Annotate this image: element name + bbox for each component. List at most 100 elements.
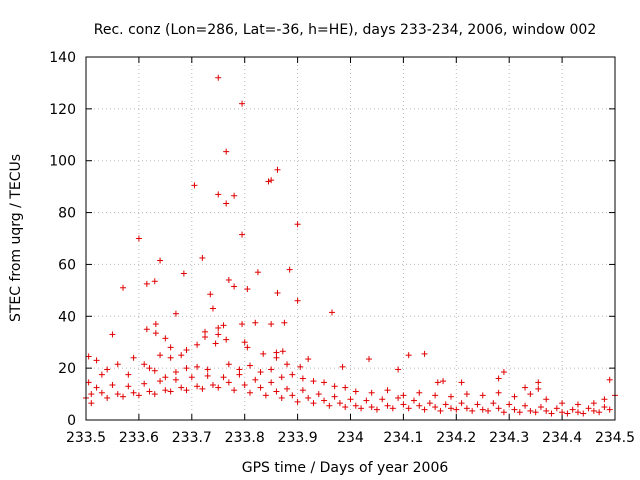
data-point [252, 376, 259, 383]
data-point [585, 405, 592, 412]
data-point [162, 387, 169, 394]
data-point [596, 409, 603, 416]
data-point [294, 398, 301, 405]
data-point [490, 400, 497, 407]
data-point [143, 280, 150, 287]
data-point [257, 384, 264, 391]
data-point [506, 401, 513, 408]
data-point [326, 402, 333, 409]
data-point [532, 409, 539, 416]
data-point [559, 400, 566, 407]
data-point [204, 366, 211, 373]
data-point [400, 401, 407, 408]
data-point [151, 278, 158, 285]
data-point [606, 406, 613, 413]
data-point [162, 374, 169, 381]
data-point [458, 379, 465, 386]
data-point [535, 385, 542, 392]
data-point [405, 405, 412, 412]
x-tick-label: 234.1 [383, 430, 423, 446]
x-tick-label: 234 [337, 430, 364, 446]
data-point [601, 404, 608, 411]
data-point [152, 321, 159, 328]
data-point [93, 357, 100, 364]
x-tick-label: 234.3 [489, 430, 529, 446]
data-point [564, 410, 571, 417]
data-point [188, 374, 195, 381]
y-axis-label: STEC from uqrg / TECUs [8, 154, 24, 322]
x-tick-label: 233.5 [66, 430, 106, 446]
data-point [151, 367, 158, 374]
data-point [400, 392, 407, 399]
data-point [268, 379, 275, 386]
data-point [421, 406, 428, 413]
data-point [146, 388, 153, 395]
data-point [162, 335, 169, 342]
data-point [223, 200, 230, 207]
data-point [231, 283, 238, 290]
data-point [432, 404, 439, 411]
data-point [172, 310, 179, 317]
data-point [416, 402, 423, 409]
data-point [239, 231, 246, 238]
data-point [278, 374, 285, 381]
data-point [93, 384, 100, 391]
data-point [368, 404, 375, 411]
data-point [405, 352, 412, 359]
data-point [239, 100, 246, 107]
data-point [535, 379, 542, 386]
data-point [194, 383, 201, 390]
x-tick-label: 233.7 [172, 430, 212, 446]
data-point [114, 391, 121, 398]
x-tick-label: 233.8 [225, 430, 265, 446]
x-tick-label: 234.2 [436, 430, 476, 446]
data-point [469, 407, 476, 414]
data-point [231, 387, 238, 394]
data-point [580, 410, 587, 417]
data-point [225, 361, 232, 368]
data-point [85, 379, 92, 386]
data-point [500, 369, 507, 376]
plot-frame [85, 56, 616, 421]
x-axis-label: GPS time / Days of year 2006 [242, 460, 449, 476]
data-point [601, 396, 608, 403]
data-point [395, 394, 402, 401]
data-point [569, 406, 576, 413]
data-point [395, 366, 402, 373]
data-point [574, 401, 581, 408]
data-point [202, 328, 209, 335]
data-point [331, 393, 338, 400]
data-point [434, 379, 441, 386]
data-point [254, 269, 261, 276]
data-point [294, 221, 301, 228]
data-point [215, 191, 222, 198]
data-point [458, 400, 465, 407]
data-point [516, 409, 523, 416]
data-point [474, 401, 481, 408]
data-point [310, 400, 317, 407]
y-tick-label: 80 [58, 206, 76, 222]
data-point [548, 410, 555, 417]
data-point [151, 391, 158, 398]
data-point [199, 254, 206, 261]
data-point [379, 396, 386, 403]
data-point [98, 371, 105, 378]
data-point [246, 362, 253, 369]
data-point [215, 324, 222, 331]
data-point [268, 177, 275, 184]
data-point [109, 331, 116, 338]
data-point [152, 330, 159, 337]
data-point [448, 393, 455, 400]
data-point [366, 356, 373, 363]
data-point [321, 397, 328, 404]
data-point [442, 401, 449, 408]
data-point [241, 381, 248, 388]
data-point [273, 349, 280, 356]
data-point [209, 381, 216, 388]
data-point [606, 376, 613, 383]
data-point [527, 407, 534, 414]
data-points [83, 74, 618, 417]
data-point [284, 385, 291, 392]
data-point [305, 394, 312, 401]
